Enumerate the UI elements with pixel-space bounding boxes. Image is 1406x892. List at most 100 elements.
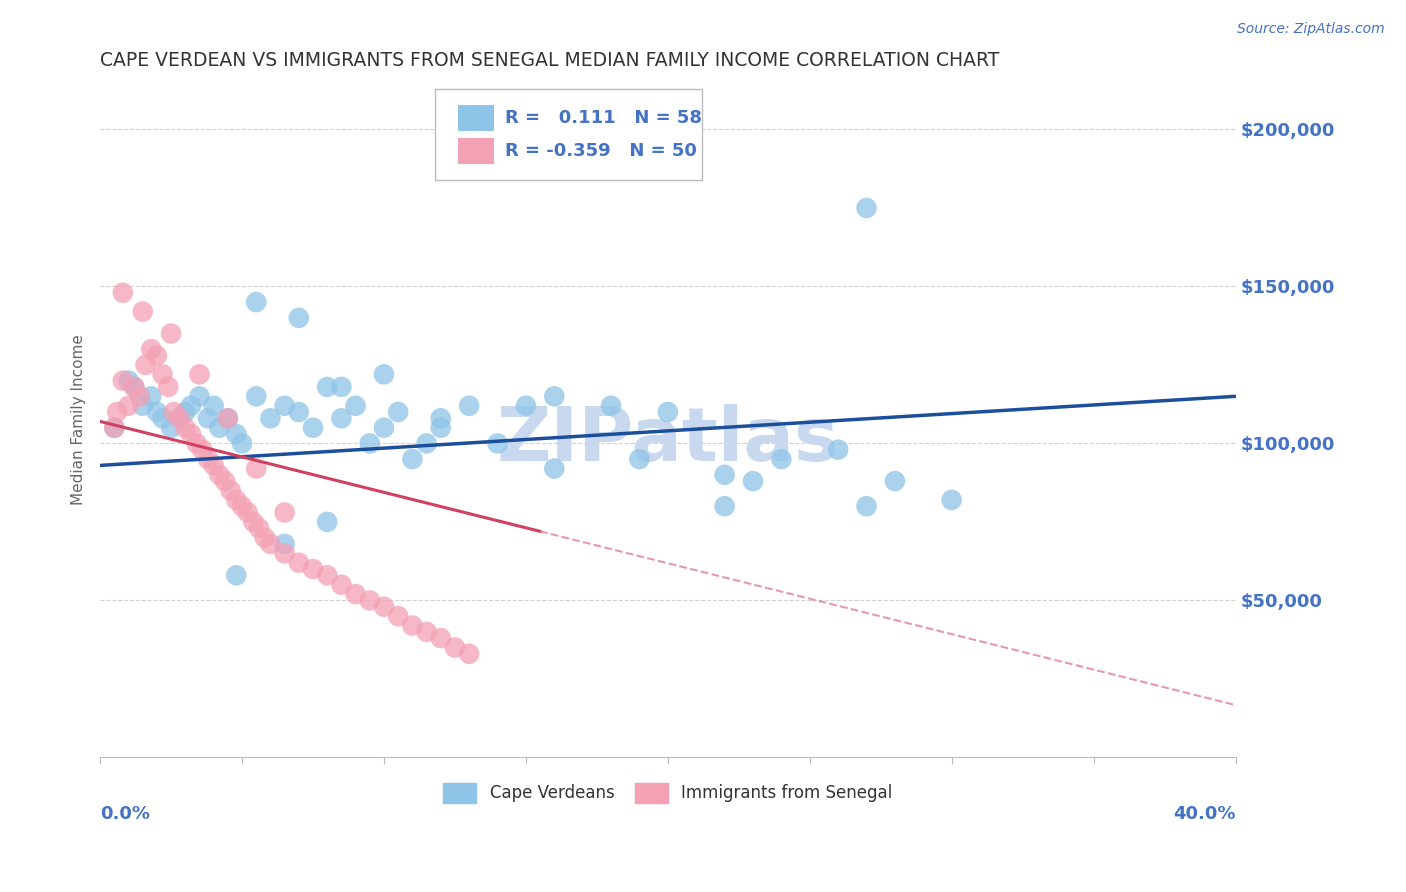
Point (941, 492, 963, 507)
Point (141, 389, 163, 403)
Text: R = -0.359   N = 50: R = -0.359 N = 50 (506, 142, 697, 161)
Point (225, 427, 247, 442)
Point (202, 399, 225, 413)
Point (191, 442, 214, 457)
Point (259, 411, 281, 425)
Point (288, 405, 311, 419)
Point (122, 380, 145, 394)
Point (152, 368, 174, 382)
Text: R =   0.111   N = 58: R = 0.111 N = 58 (506, 109, 703, 128)
Point (169, 411, 191, 425)
Point (429, 421, 451, 435)
Point (600, 399, 623, 413)
Point (359, 436, 381, 450)
Point (429, 631, 451, 645)
Point (245, 389, 267, 403)
Point (742, 474, 765, 488)
Point (302, 421, 325, 435)
Point (344, 587, 367, 601)
Point (330, 578, 353, 592)
Point (316, 515, 339, 529)
Point (373, 368, 395, 382)
Point (186, 436, 208, 450)
Point (628, 452, 651, 467)
Point (105, 405, 128, 419)
Point (217, 411, 239, 425)
Point (415, 436, 437, 450)
FancyBboxPatch shape (458, 105, 494, 131)
Point (245, 295, 267, 310)
Point (225, 492, 247, 507)
Point (217, 411, 239, 425)
Point (180, 427, 202, 442)
Text: Source: ZipAtlas.com: Source: ZipAtlas.com (1237, 22, 1385, 37)
Point (259, 537, 281, 551)
Point (344, 399, 367, 413)
Point (273, 506, 295, 520)
Point (152, 411, 174, 425)
Point (770, 452, 793, 467)
Point (273, 537, 295, 551)
Legend: Cape Verdeans, Immigrants from Senegal: Cape Verdeans, Immigrants from Senegal (436, 776, 900, 810)
Point (103, 421, 125, 435)
Point (160, 326, 183, 341)
Text: 0.0%: 0.0% (100, 805, 150, 822)
Point (180, 399, 202, 413)
Point (131, 399, 153, 413)
Point (855, 201, 877, 215)
Point (713, 467, 735, 482)
Point (111, 285, 134, 300)
Point (543, 389, 565, 403)
Point (288, 310, 311, 325)
Point (131, 304, 153, 318)
Point (458, 647, 481, 661)
Point (827, 442, 849, 457)
Point (146, 349, 169, 363)
Point (197, 411, 219, 425)
Point (401, 618, 423, 632)
Point (169, 411, 191, 425)
FancyBboxPatch shape (434, 89, 702, 180)
FancyBboxPatch shape (458, 138, 494, 164)
Point (163, 405, 186, 419)
Point (444, 640, 467, 655)
Point (330, 380, 353, 394)
Point (231, 436, 253, 450)
Point (231, 500, 253, 514)
Point (117, 399, 139, 413)
Point (359, 593, 381, 607)
Point (208, 467, 231, 482)
Point (202, 458, 225, 473)
Point (208, 421, 231, 435)
Point (236, 506, 259, 520)
Point (486, 436, 509, 450)
Point (543, 461, 565, 475)
Point (273, 546, 295, 560)
Point (316, 568, 339, 582)
Point (247, 521, 270, 535)
Point (387, 405, 409, 419)
Point (657, 405, 679, 419)
Point (188, 389, 211, 403)
Point (214, 474, 236, 488)
Point (111, 374, 134, 388)
Point (373, 599, 395, 614)
Point (373, 421, 395, 435)
Point (103, 421, 125, 435)
Text: ZIPatlas: ZIPatlas (496, 403, 839, 476)
Point (157, 380, 180, 394)
Point (316, 380, 339, 394)
Point (458, 399, 481, 413)
Point (883, 474, 905, 488)
Point (330, 411, 353, 425)
Point (302, 562, 325, 576)
Point (515, 399, 537, 413)
Point (273, 399, 295, 413)
Text: CAPE VERDEAN VS IMMIGRANTS FROM SENEGAL MEDIAN FAMILY INCOME CORRELATION CHART: CAPE VERDEAN VS IMMIGRANTS FROM SENEGAL … (100, 51, 1000, 70)
Point (135, 358, 157, 372)
Point (713, 500, 735, 514)
Point (245, 461, 267, 475)
Point (174, 405, 197, 419)
Point (197, 452, 219, 467)
Text: 40.0%: 40.0% (1173, 805, 1236, 822)
